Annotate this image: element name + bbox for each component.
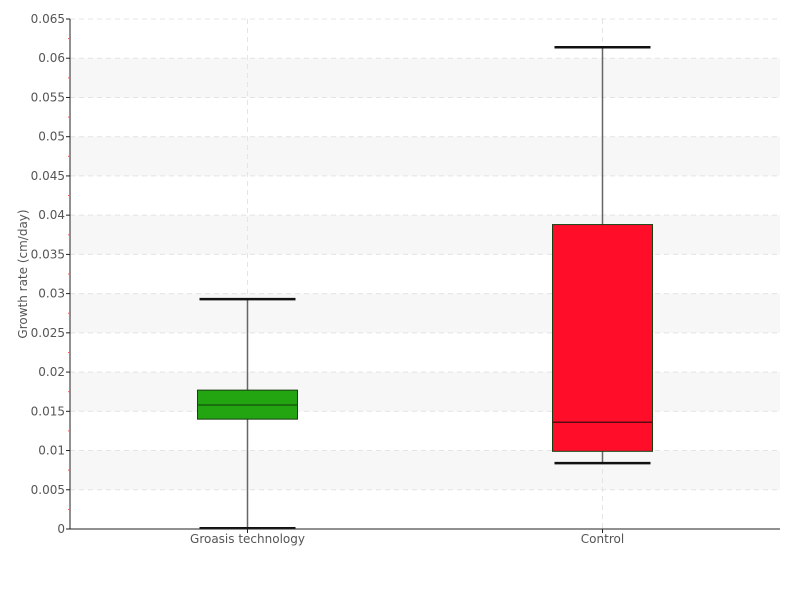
y-tick-label: 0.03: [38, 287, 65, 301]
x-tick-label: Groasis technology: [190, 532, 305, 546]
x-tick-label: Control: [581, 532, 624, 546]
y-tick-label: 0.035: [31, 247, 65, 261]
y-axis-label: Growth rate (cm/day): [16, 209, 30, 338]
y-tick-label: 0: [57, 522, 65, 536]
grid-band: [70, 372, 780, 412]
y-tick-label: 0.04: [38, 208, 65, 222]
y-tick-label: 0.05: [38, 130, 65, 144]
grid-band: [70, 450, 780, 490]
grid-band: [70, 293, 780, 333]
boxes: [197, 45, 653, 530]
grid-band: [70, 136, 780, 176]
y-tick-label: 0.015: [31, 404, 65, 418]
axes: 0 0.005 0.01 0.015 0.02 0.025 0.03 0.035 0.04 0.0…: [31, 12, 780, 546]
y-tick-label: 0.025: [31, 326, 65, 340]
grid-band: [70, 58, 780, 98]
y-tick-label: 0.06: [38, 51, 65, 65]
y-tick-label: 0.055: [31, 90, 65, 104]
box-iqr: [552, 224, 653, 452]
box-control: [552, 45, 653, 465]
grid-band: [70, 215, 780, 255]
grid-bands: [70, 58, 780, 490]
y-tick-label: 0.01: [38, 444, 65, 458]
y-tick-label: 0.045: [31, 169, 65, 183]
y-tick-label: 0.02: [38, 365, 65, 379]
y-tick-label: 0.065: [31, 12, 65, 26]
box-groasis-technology: [197, 297, 298, 530]
y-tick-label: 0.005: [31, 483, 65, 497]
